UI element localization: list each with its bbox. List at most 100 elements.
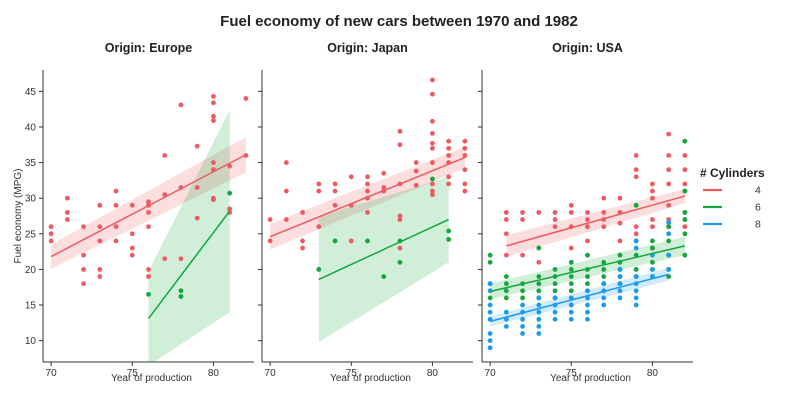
data-point-6-cyl (332, 238, 338, 244)
data-point-8-cyl (503, 309, 509, 315)
data-point-4-cyl (194, 215, 200, 221)
data-point-4-cyl (129, 252, 135, 258)
data-point-8-cyl (617, 288, 623, 294)
data-point-4-cyl (146, 267, 151, 272)
data-point-6-cyl (503, 281, 509, 287)
data-point-4-cyl (267, 217, 273, 222)
data-point-4-cyl (682, 224, 688, 230)
data-point-6-cyl (568, 259, 574, 265)
data-point-8-cyl (552, 309, 558, 315)
data-point-8-cyl (487, 345, 493, 351)
data-point-4-cyl (446, 174, 452, 180)
legend: # Cylinders 4 6 8 (700, 166, 765, 231)
data-point-4-cyl (617, 238, 623, 244)
facet-panel-europe: Origin: Europe 10 15 20 25 30 35 40 45 70 75 80 Year… (25, 41, 254, 384)
x-tick-label: 70 (46, 368, 58, 379)
data-point-4-cyl (430, 160, 435, 165)
data-point-4-cyl (446, 181, 452, 187)
data-point-4-cyl (601, 210, 607, 215)
trend-line-4-cyl (269, 156, 466, 238)
data-point-8-cyl (650, 267, 655, 272)
data-point-6-cyl (666, 238, 672, 244)
data-point-6-cyl (397, 259, 403, 265)
data-point-4-cyl (568, 202, 574, 208)
data-point-6-cyl (650, 259, 655, 265)
data-point-4-cyl (81, 267, 86, 272)
data-point-4-cyl (64, 195, 70, 201)
data-point-4-cyl (146, 199, 151, 205)
data-point-6-cyl (520, 288, 525, 294)
data-point-8-cyl (568, 302, 574, 308)
data-point-8-cyl (487, 331, 493, 336)
data-point-4-cyl (617, 195, 623, 201)
data-point-8-cyl (633, 295, 639, 301)
data-point-4-cyl (617, 220, 623, 226)
trend-line-6-cyl (489, 245, 686, 293)
data-point-4-cyl (146, 274, 151, 279)
y-tick-label: 15 (25, 301, 37, 312)
data-point-4-cyl (430, 192, 435, 198)
data-point-8-cyl (617, 295, 623, 301)
data-point-8-cyl (487, 309, 493, 315)
data-point-6-cyl (178, 288, 184, 294)
data-point-8-cyl (633, 302, 639, 308)
data-point-4-cyl (446, 145, 452, 151)
data-point-8-cyl (520, 316, 525, 322)
x-tick-label: 75 (346, 368, 358, 379)
data-point-8-cyl (536, 323, 542, 329)
data-point-8-cyl (552, 316, 558, 322)
panel-title: Origin: USA (552, 41, 623, 55)
data-point-4-cyl (316, 188, 322, 194)
data-point-4-cyl (283, 188, 289, 194)
data-point-4-cyl (211, 160, 216, 165)
data-point-6-cyl (487, 295, 493, 301)
data-point-6-cyl (146, 291, 151, 297)
data-point-4-cyl (64, 217, 70, 222)
data-point-4-cyl (413, 182, 419, 188)
data-point-4-cyl (162, 256, 168, 262)
data-point-4-cyl (446, 138, 452, 144)
data-point-6-cyl (633, 267, 639, 272)
plot-area (267, 77, 468, 343)
data-point-4-cyl (365, 174, 370, 180)
data-point-8-cyl (520, 323, 525, 329)
data-point-4-cyl (536, 259, 542, 265)
data-point-4-cyl (97, 224, 103, 230)
data-point-6-cyl (503, 288, 509, 294)
data-point-4-cyl (650, 195, 655, 201)
data-point-4-cyl (211, 113, 216, 119)
data-point-4-cyl (81, 252, 86, 258)
data-point-4-cyl (81, 224, 86, 230)
data-point-4-cyl (430, 145, 435, 151)
data-point-4-cyl (267, 238, 273, 244)
data-point-4-cyl (503, 231, 509, 237)
data-point-6-cyl (601, 267, 607, 272)
data-point-4-cyl (430, 188, 435, 194)
legend-label-6-cyl: 6 (755, 202, 761, 214)
data-point-4-cyl (113, 224, 119, 230)
facet-panels: Origin: Europe 10 15 20 25 30 35 40 45 70 75 80 Year… (13, 41, 693, 384)
data-point-4-cyl (97, 267, 103, 272)
data-point-4-cyl (211, 197, 216, 203)
data-point-4-cyl (194, 143, 200, 149)
data-point-4-cyl (503, 252, 509, 258)
data-point-4-cyl (365, 188, 370, 194)
x-tick-label: 75 (566, 368, 578, 379)
data-point-8-cyl (487, 338, 493, 344)
confidence-band-6-cyl (318, 176, 449, 343)
data-point-6-cyl (487, 252, 493, 258)
data-point-4-cyl (178, 256, 184, 262)
data-point-4-cyl (650, 181, 655, 187)
data-point-8-cyl (520, 302, 525, 308)
data-point-4-cyl (129, 202, 135, 208)
data-point-4-cyl (300, 245, 305, 251)
data-point-6-cyl (666, 224, 672, 230)
data-point-8-cyl (536, 316, 542, 322)
data-point-6-cyl (585, 274, 590, 279)
data-point-4-cyl (520, 217, 525, 222)
data-point-4-cyl (146, 210, 151, 215)
data-point-4-cyl (178, 102, 184, 108)
data-point-4-cyl (568, 245, 574, 251)
data-point-4-cyl (650, 217, 655, 222)
